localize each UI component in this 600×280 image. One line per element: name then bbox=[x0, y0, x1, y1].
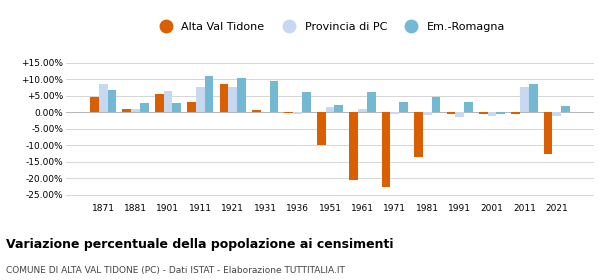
Bar bbox=[544, 112, 553, 154]
Bar bbox=[284, 112, 293, 113]
Bar bbox=[496, 112, 505, 114]
Bar bbox=[561, 106, 570, 112]
Bar bbox=[431, 97, 440, 112]
Bar bbox=[90, 97, 99, 112]
Bar bbox=[131, 109, 140, 112]
Bar bbox=[391, 112, 399, 114]
Bar bbox=[326, 107, 334, 112]
Bar bbox=[187, 102, 196, 112]
Bar bbox=[237, 78, 246, 112]
Bar bbox=[155, 94, 164, 112]
Bar bbox=[479, 112, 488, 114]
Text: Variazione percentuale della popolazione ai censimenti: Variazione percentuale della popolazione… bbox=[6, 238, 394, 251]
Bar bbox=[399, 102, 408, 112]
Bar bbox=[488, 112, 496, 116]
Bar bbox=[334, 105, 343, 112]
Bar bbox=[317, 112, 326, 145]
Bar bbox=[358, 109, 367, 112]
Bar bbox=[293, 112, 302, 114]
Bar bbox=[205, 76, 214, 112]
Bar bbox=[140, 103, 149, 112]
Bar bbox=[122, 109, 131, 112]
Bar bbox=[269, 81, 278, 112]
Bar bbox=[172, 103, 181, 112]
Bar bbox=[164, 91, 172, 112]
Bar bbox=[349, 112, 358, 180]
Bar bbox=[446, 112, 455, 114]
Bar bbox=[520, 87, 529, 112]
Bar bbox=[252, 110, 261, 112]
Bar bbox=[229, 87, 237, 112]
Bar bbox=[455, 112, 464, 117]
Bar bbox=[529, 84, 538, 112]
Bar bbox=[302, 92, 311, 112]
Bar bbox=[414, 112, 423, 157]
Text: COMUNE DI ALTA VAL TIDONE (PC) - Dati ISTAT - Elaborazione TUTTITALIA.IT: COMUNE DI ALTA VAL TIDONE (PC) - Dati IS… bbox=[6, 266, 345, 275]
Bar bbox=[553, 112, 561, 116]
Bar bbox=[367, 92, 376, 112]
Bar bbox=[196, 87, 205, 112]
Bar bbox=[423, 112, 431, 115]
Bar bbox=[382, 112, 391, 187]
Bar bbox=[511, 112, 520, 114]
Bar bbox=[464, 102, 473, 112]
Bar bbox=[107, 90, 116, 112]
Bar bbox=[220, 84, 229, 112]
Legend: Alta Val Tidone, Provincia di PC, Em.-Romagna: Alta Val Tidone, Provincia di PC, Em.-Ro… bbox=[150, 18, 510, 37]
Bar bbox=[99, 84, 107, 112]
